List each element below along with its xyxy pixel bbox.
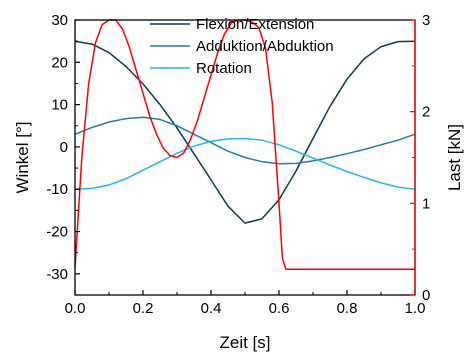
y-left-tick-label: 0 [60,139,68,156]
x-tick-label: 0.2 [133,300,154,317]
legend-label: Rotation [196,60,252,77]
x-tick-label: 0.4 [201,300,222,317]
x-axis-title: Zeit [s] [219,333,270,352]
y-right-tick-label: 3 [422,12,430,29]
y-left-tick-label: -10 [46,181,68,198]
legend: Flexion/Extension Adduktion/Abduktion Rota… [150,16,334,77]
y-right-tick-label: 2 [422,104,430,121]
legend-label: Flexion/Extension [196,16,314,33]
x-tick-label: 0.8 [337,300,358,317]
series-line-0 [74,40,416,224]
y-left-tick-label: 20 [51,54,68,71]
y-axis-left-title: Winkel [°] [13,122,32,194]
y-left-tick-label: 30 [51,12,68,29]
series-line-1 [74,116,416,165]
ticks-layer: 0.0 0.2 0.4 0.6 0.8 1.0 -30 -20 -10 0 10 20 30 0 1 2 3 [46,12,430,317]
legend-label: Adduktion/Abduktion [196,38,334,55]
y-left-tick-label: -20 [46,224,68,241]
series-layer [74,19,416,271]
y-left-tick-label: -30 [46,266,68,283]
y-axis-right-title: Last [kN] [445,124,464,191]
y-right-tick-label: 1 [422,195,430,212]
series-line-3 [74,19,415,271]
y-left-tick-label: 10 [51,97,68,114]
x-tick-label: 0.0 [65,300,86,317]
y-right-tick-label: 0 [422,287,430,304]
series-line-2 [74,137,416,190]
x-tick-label: 0.6 [269,300,290,317]
x-tick-label: 1.0 [405,300,426,317]
